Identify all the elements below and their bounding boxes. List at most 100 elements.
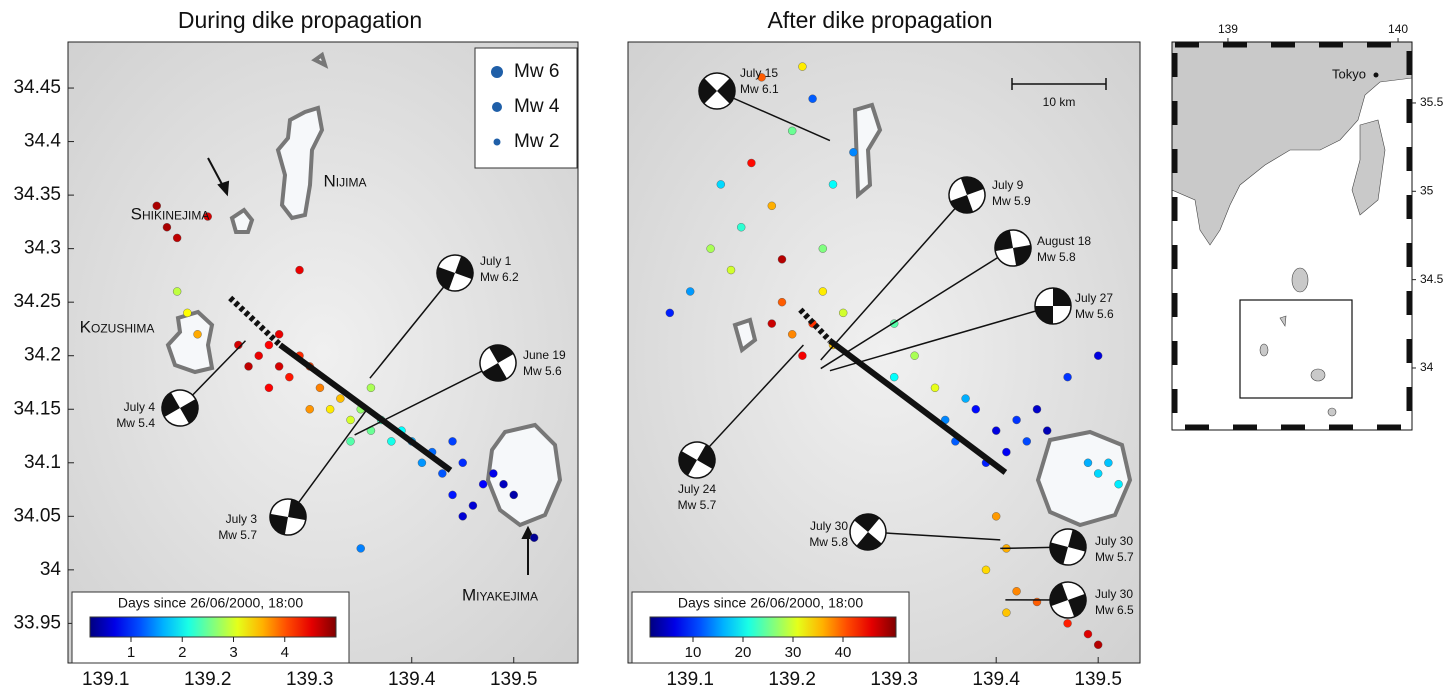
y-tick-label: 33.95 bbox=[13, 612, 61, 633]
colorbar-tick-label: 30 bbox=[785, 644, 802, 661]
earthquake bbox=[530, 534, 538, 542]
earthquake bbox=[778, 255, 786, 263]
earthquake bbox=[245, 362, 253, 370]
colorbar-tick-label: 10 bbox=[685, 644, 702, 661]
earthquake bbox=[479, 480, 487, 488]
earthquake bbox=[1104, 459, 1112, 467]
mechanism-mw: Mw 6.5 bbox=[1095, 603, 1134, 617]
earthquake bbox=[265, 384, 273, 392]
place-label: Miyakejima bbox=[462, 585, 538, 604]
mechanism-date: July 9 bbox=[992, 178, 1024, 192]
mechanism-date: June 19 bbox=[523, 348, 566, 362]
earthquake bbox=[788, 127, 796, 135]
earthquake bbox=[931, 384, 939, 392]
earthquake bbox=[809, 95, 817, 103]
mechanism-date: July 15 bbox=[740, 66, 778, 80]
x-tick-label: 139.4 bbox=[972, 669, 1020, 690]
earthquake bbox=[992, 427, 1000, 435]
colorbar-tick-label: 1 bbox=[127, 644, 135, 661]
x-tick-label: 139.3 bbox=[870, 669, 918, 690]
y-tick-label: 34.3 bbox=[24, 238, 61, 259]
x-tick-label: 139.2 bbox=[768, 669, 816, 690]
earthquake bbox=[1033, 405, 1041, 413]
colorbar-tick-label: 2 bbox=[178, 644, 186, 661]
mechanism-mw: Mw 5.7 bbox=[218, 528, 257, 542]
place-label: Kozushima bbox=[80, 317, 155, 336]
earthquake bbox=[890, 373, 898, 381]
y-tick-label: 34.1 bbox=[24, 452, 61, 473]
colorbar-tick-label: 3 bbox=[229, 644, 237, 661]
earthquake bbox=[686, 287, 694, 295]
earthquake bbox=[255, 352, 263, 360]
mechanism-date: July 30 bbox=[1095, 534, 1133, 548]
mechanism-date: August 18 bbox=[1037, 234, 1091, 248]
mechanism-date: July 1 bbox=[480, 254, 512, 268]
island bbox=[1038, 432, 1130, 525]
earthquake bbox=[459, 512, 467, 520]
place-label: Shikinejima bbox=[131, 204, 210, 223]
earthquake bbox=[717, 180, 725, 188]
colorbar bbox=[650, 617, 896, 637]
earthquake bbox=[275, 362, 283, 370]
earthquake bbox=[992, 512, 1000, 520]
earthquake bbox=[1064, 619, 1072, 627]
panel-title: After dike propagation bbox=[767, 7, 992, 33]
y-tick-label: 34 bbox=[1420, 360, 1434, 374]
x-tick-label: 139 bbox=[1218, 22, 1238, 36]
legend-symbol bbox=[492, 102, 502, 112]
y-tick-label: 35.5 bbox=[1420, 95, 1444, 109]
mechanism-mw: Mw 6.2 bbox=[480, 270, 519, 284]
earthquake bbox=[275, 330, 283, 338]
earthquake bbox=[747, 159, 755, 167]
colorbar-tick-label: 40 bbox=[835, 644, 852, 661]
x-tick-label: 139.1 bbox=[666, 669, 714, 690]
earthquake bbox=[347, 437, 355, 445]
earthquake bbox=[839, 309, 847, 317]
legend-label: Mw 4 bbox=[514, 96, 560, 117]
y-tick-label: 34.25 bbox=[13, 291, 61, 312]
earthquake bbox=[972, 405, 980, 413]
earthquake bbox=[1013, 587, 1021, 595]
earthquake bbox=[326, 405, 334, 413]
earthquake bbox=[438, 469, 446, 477]
legend-symbol bbox=[491, 66, 503, 78]
mechanism-mw: Mw 5.4 bbox=[116, 416, 155, 430]
earthquake bbox=[727, 266, 735, 274]
earthquake bbox=[1094, 352, 1102, 360]
mechanism-mw: Mw 5.7 bbox=[678, 498, 717, 512]
city-dot bbox=[1374, 73, 1379, 78]
earthquake bbox=[798, 63, 806, 71]
mechanism-mw: Mw 5.7 bbox=[1095, 550, 1134, 564]
mechanism-date: July 4 bbox=[124, 400, 156, 414]
earthquake bbox=[489, 469, 497, 477]
earthquake bbox=[173, 234, 181, 242]
colorbar-tick-label: 4 bbox=[281, 644, 289, 661]
x-tick-label: 139.5 bbox=[1074, 669, 1122, 690]
mechanism-mw: Mw 5.6 bbox=[523, 364, 562, 378]
land bbox=[1311, 369, 1325, 381]
mechanism-date: July 30 bbox=[810, 519, 848, 533]
inset bbox=[1172, 42, 1412, 430]
y-tick-label: 34.15 bbox=[13, 398, 61, 419]
earthquake bbox=[183, 309, 191, 317]
legend-label: Mw 2 bbox=[514, 131, 559, 152]
earthquake bbox=[829, 180, 837, 188]
y-tick-label: 34.2 bbox=[24, 345, 61, 366]
x-tick-label: 139.2 bbox=[184, 669, 232, 690]
colorbar-label: Days since 26/06/2000, 18:00 bbox=[118, 595, 303, 611]
y-tick-label: 35 bbox=[1420, 183, 1434, 197]
y-tick-label: 34.45 bbox=[13, 77, 61, 98]
y-tick-label: 34.5 bbox=[1420, 272, 1444, 286]
earthquake bbox=[418, 459, 426, 467]
earthquake bbox=[449, 437, 457, 445]
mechanism-mw: Mw 5.8 bbox=[1037, 250, 1076, 264]
earthquake bbox=[849, 148, 857, 156]
earthquake bbox=[367, 384, 375, 392]
earthquake bbox=[798, 352, 806, 360]
earthquake bbox=[459, 459, 467, 467]
land bbox=[1328, 408, 1336, 416]
x-tick-label: 139.3 bbox=[286, 669, 334, 690]
land bbox=[1260, 344, 1268, 356]
earthquake bbox=[962, 395, 970, 403]
earthquake bbox=[285, 373, 293, 381]
